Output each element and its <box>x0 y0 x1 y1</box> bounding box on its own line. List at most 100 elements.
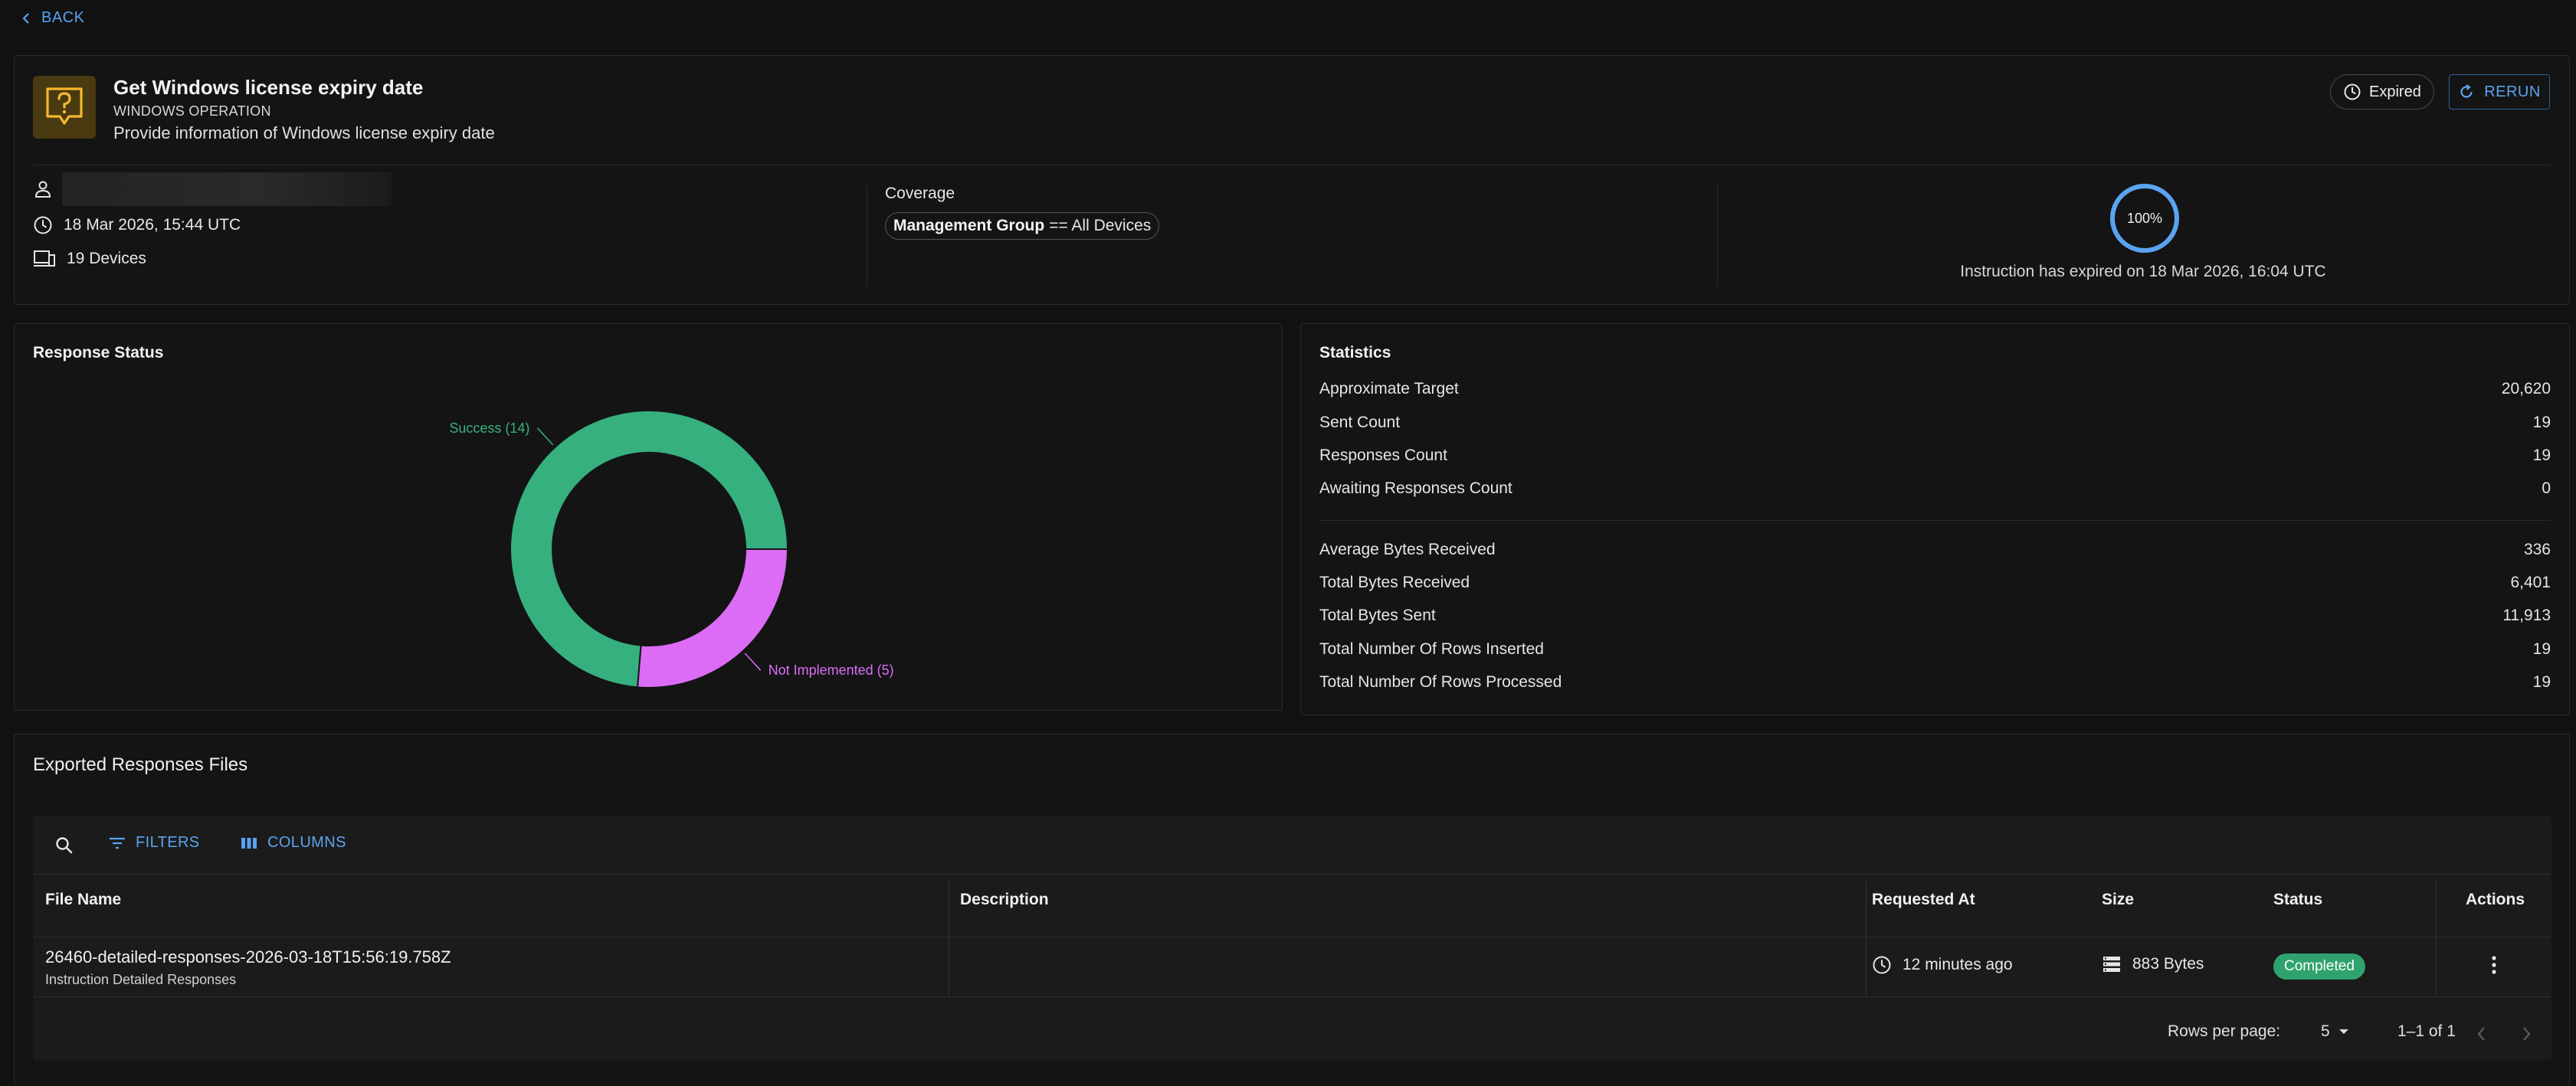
stat-value: 19 <box>2532 447 2551 464</box>
response-status-donut: Success (14) Not Implemented (5) <box>449 410 894 689</box>
column-header-requested-at[interactable]: Requested At <box>1872 891 1975 908</box>
donut-leader-line <box>744 653 762 671</box>
donut-slice[interactable] <box>510 410 789 689</box>
redacted-user <box>62 172 392 206</box>
stat-value: 336 <box>2523 541 2551 558</box>
column-header-file-name[interactable]: File Name <box>45 891 122 908</box>
stat-label: Average Bytes Received <box>1319 541 1496 558</box>
grid-divider <box>33 996 2551 997</box>
stat-label: Responses Count <box>1319 447 1447 464</box>
devices-count: 19 Devices <box>67 250 146 267</box>
stat-value: 6,401 <box>2510 574 2551 591</box>
status-chip-label: Expired <box>2369 83 2421 100</box>
storage-icon <box>2103 957 2120 972</box>
clock-icon <box>34 216 52 234</box>
donut-slice-label: Success (14) <box>449 420 529 436</box>
requested-at-cell: 12 minutes ago <box>1872 955 2013 975</box>
coverage-key: Management Group <box>893 217 1045 234</box>
donut-leader-line <box>536 427 554 446</box>
stat-label: Approximate Target <box>1319 380 1459 397</box>
created-at-row: 18 Mar 2026, 15:44 UTC <box>33 215 241 235</box>
stat-value: 11,913 <box>2502 607 2551 624</box>
filter-icon <box>110 837 125 849</box>
rerun-label: RERUN <box>2484 83 2541 100</box>
columns-button[interactable]: COLUMNS <box>240 834 346 852</box>
coverage-chip: Management Group == All Devices <box>885 212 1160 240</box>
stat-row: Total Number Of Rows Processed 19 <box>1319 671 2551 694</box>
stat-value: 0 <box>2542 479 2551 497</box>
stat-value: 19 <box>2532 673 2551 691</box>
status-badge: Completed <box>2273 954 2365 980</box>
created-at: 18 Mar 2026, 15:44 UTC <box>64 216 241 234</box>
grid-toolbar: FILTERS COLUMNS <box>33 816 2551 874</box>
row-actions-button[interactable] <box>2489 954 2499 976</box>
grid-divider <box>33 874 2551 875</box>
person-icon <box>34 181 51 198</box>
caret-down-icon <box>2338 1029 2348 1034</box>
stat-label: Total Bytes Received <box>1319 574 1470 591</box>
status-cell: Completed <box>2273 954 2365 980</box>
exported-files-title: Exported Responses Files <box>33 754 248 775</box>
rows-per-page-select[interactable]: 5 <box>2321 1022 2350 1041</box>
column-header-status[interactable]: Status <box>2273 891 2323 908</box>
back-link[interactable]: BACK <box>21 9 84 27</box>
columns-label: COLUMNS <box>267 834 346 851</box>
stat-row: Awaiting Responses Count 0 <box>1319 477 2551 500</box>
progress-percent: 100% <box>2126 210 2163 226</box>
statistics-title: Statistics <box>1319 344 1391 361</box>
instruction-type: WINDOWS OPERATION <box>113 103 271 119</box>
search-icon[interactable] <box>54 836 74 855</box>
instruction-header-panel: Get Windows license expiry date WINDOWS … <box>14 55 2570 305</box>
file-name-cell: 26460-detailed-responses-2026-03-18T15:5… <box>45 947 451 988</box>
donut-slice-label: Not Implemented (5) <box>769 662 894 678</box>
stat-label: Sent Count <box>1319 414 1401 431</box>
file-subtitle: Instruction Detailed Responses <box>45 972 237 987</box>
column-header-size[interactable]: Size <box>2102 891 2135 908</box>
clock-icon <box>1873 956 1891 974</box>
rerun-button[interactable]: RERUN <box>2449 74 2550 110</box>
filters-button[interactable]: FILTERS <box>108 834 200 852</box>
stat-label: Total Number Of Rows Processed <box>1319 673 1562 691</box>
stat-value: 19 <box>2532 414 2551 431</box>
progress-ring <box>2110 184 2179 253</box>
stat-value: 19 <box>2532 640 2551 658</box>
column-header-actions: Actions <box>2466 891 2525 908</box>
stat-value: 20,620 <box>2501 380 2551 397</box>
response-status-title: Response Status <box>33 344 164 361</box>
next-page-button[interactable] <box>2522 1025 2532 1042</box>
chevron-left-icon <box>2477 1027 2485 1041</box>
column-header-description[interactable]: Description <box>960 891 1049 908</box>
creator-row <box>33 172 392 206</box>
response-status-panel: Response Status Success (14) Not Implemen… <box>14 323 1283 711</box>
header-separator <box>1717 185 1718 286</box>
coverage-rest: == All Devices <box>1049 217 1152 234</box>
stat-row: Average Bytes Received 336 <box>1319 538 2551 561</box>
stat-row: Sent Count 19 <box>1319 411 2551 434</box>
chevron-right-icon <box>2523 1027 2531 1041</box>
refresh-icon <box>2460 84 2473 98</box>
stat-label: Awaiting Responses Count <box>1319 479 1512 497</box>
size-cell: 883 Bytes <box>2102 955 2204 973</box>
columns-icon <box>241 837 257 849</box>
more-vertical-icon <box>2492 956 2496 974</box>
file-name: 26460-detailed-responses-2026-03-18T15:5… <box>45 947 451 967</box>
stat-label: Total Bytes Sent <box>1319 607 1436 624</box>
previous-page-button[interactable] <box>2476 1025 2486 1042</box>
question-icon <box>33 76 96 139</box>
exported-files-panel: Exported Responses Files FILTERS COLUMNS… <box>14 734 2570 1086</box>
statistics-panel: Statistics Approximate Target 20,620 Sent… <box>1300 323 2570 715</box>
statistics-divider <box>1319 520 2551 521</box>
stat-row: Responses Count 19 <box>1319 444 2551 467</box>
rows-per-page-label: Rows per page: <box>2168 1022 2281 1040</box>
exported-files-grid: FILTERS COLUMNS File Name Description Re… <box>33 816 2551 1061</box>
devices-row: 19 Devices <box>33 249 146 269</box>
coverage-label: Coverage <box>885 185 955 202</box>
pagination-range: 1–1 of 1 <box>2397 1022 2456 1040</box>
donut-slice[interactable] <box>636 548 789 689</box>
instruction-title: Get Windows license expiry date <box>113 76 424 99</box>
stat-row: Total Bytes Sent 11,913 <box>1319 604 2551 627</box>
file-size: 883 Bytes <box>2132 955 2204 973</box>
stat-row: Approximate Target 20,620 <box>1319 378 2551 401</box>
column-separator <box>2436 880 2437 996</box>
stat-row: Total Bytes Received 6,401 <box>1319 571 2551 594</box>
